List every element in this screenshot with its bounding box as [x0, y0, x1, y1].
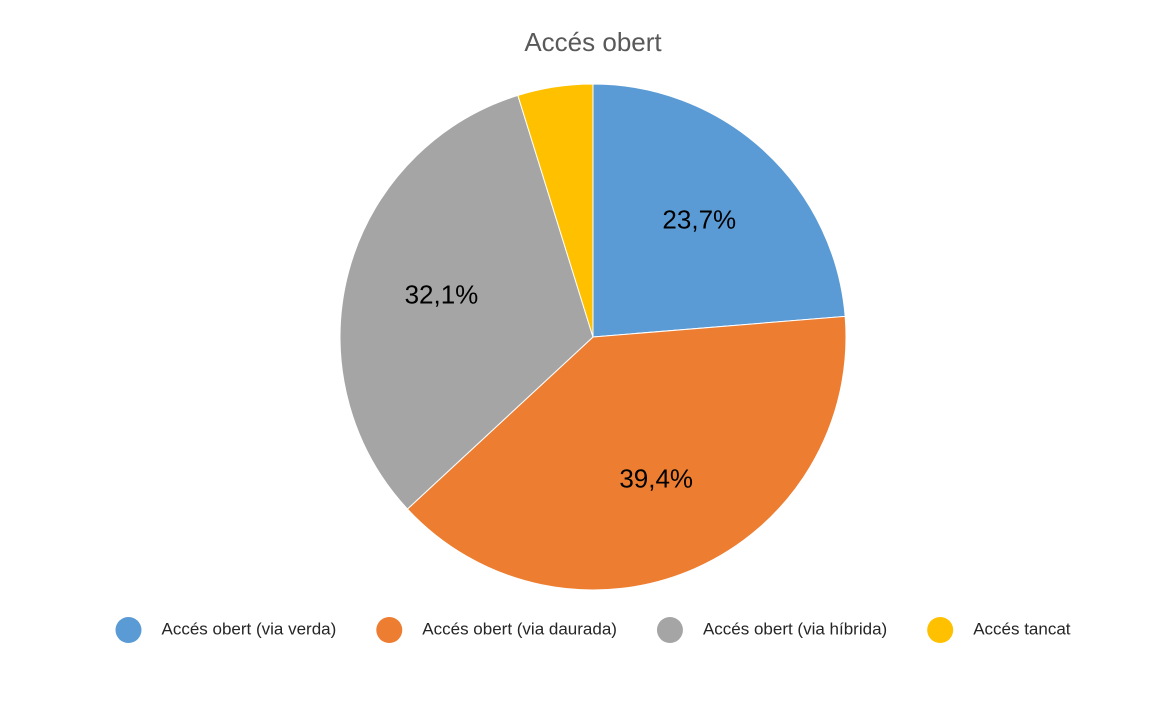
legend-marker	[376, 617, 403, 643]
legend-marker	[656, 617, 683, 643]
pie-slice	[517, 83, 594, 338]
pie-slice	[592, 83, 846, 338]
legend-marker	[927, 617, 954, 643]
data-label: 23,7%	[662, 205, 736, 235]
legend-label: Accés obert (via verda)	[161, 619, 336, 638]
pie-slice	[406, 315, 847, 591]
chart-title: Accés obert	[524, 27, 662, 57]
legend-label: Accés obert (via daurada)	[422, 619, 617, 638]
legend-marker	[115, 617, 142, 643]
legend-label: Accés tancat	[973, 619, 1071, 638]
pie-slice	[339, 94, 594, 510]
legend-label: Accés obert (via híbrida)	[703, 619, 887, 638]
data-label: 32,1%	[405, 279, 479, 309]
data-label: 39,4%	[619, 463, 693, 493]
